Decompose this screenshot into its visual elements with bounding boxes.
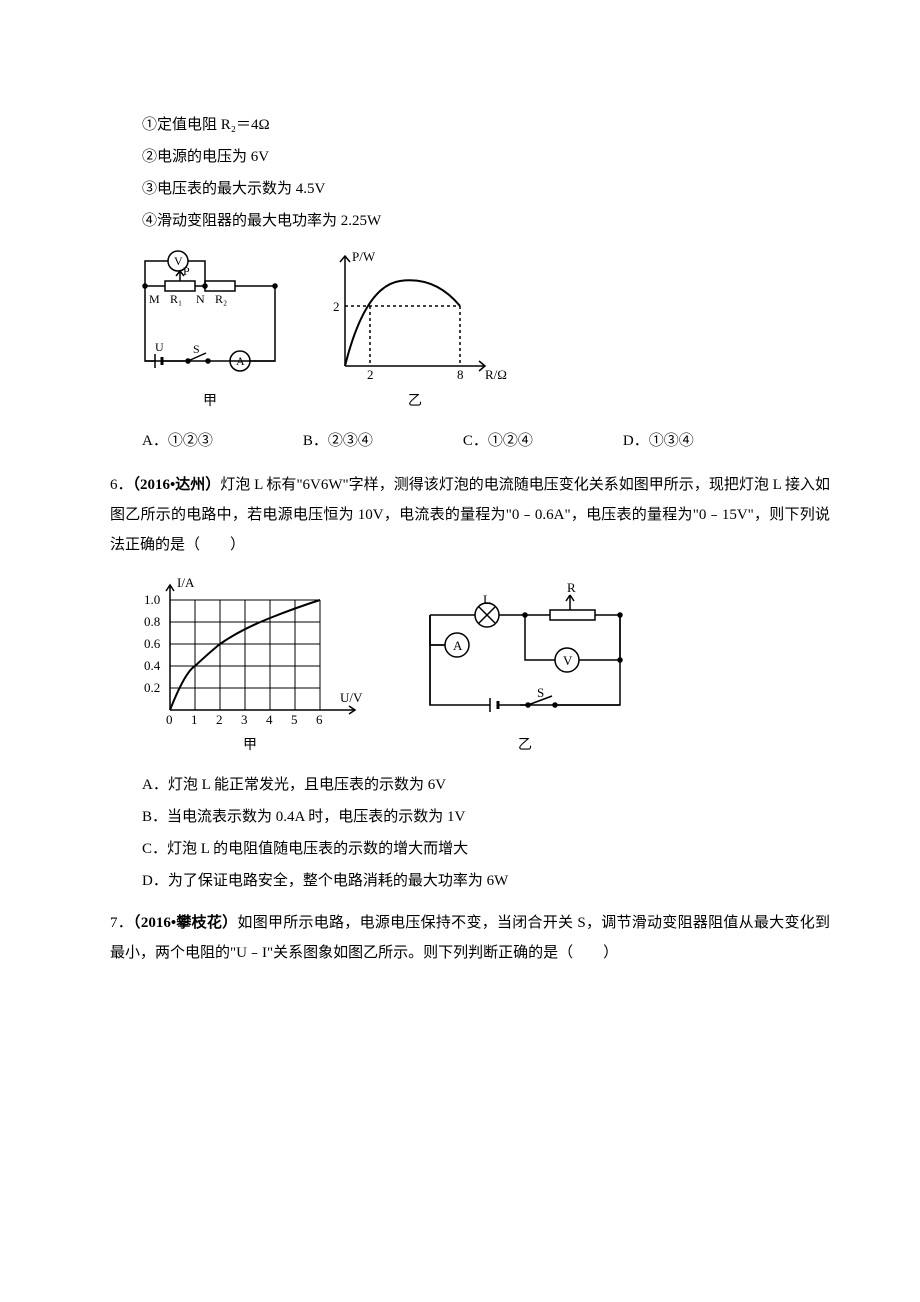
q5-caption-left: 甲 bbox=[203, 388, 217, 416]
q5-optD: D．①③④ bbox=[623, 426, 694, 456]
q6-caption-left: 甲 bbox=[243, 732, 257, 760]
q5-circuit-svg: V A P P M R₁ N R₂ U S bbox=[130, 246, 290, 386]
q7-source: （2016•攀枝花） bbox=[133, 915, 237, 931]
q5-circuit-diagram: V A P P M R₁ N R₂ U S 甲 bbox=[130, 246, 290, 416]
q5-optC: C．①②④ bbox=[463, 426, 533, 456]
q5-graph-xtick1: 2 bbox=[367, 367, 374, 382]
q6-label-L: L bbox=[483, 592, 491, 607]
q5-stmt4: ④滑动变阻器的最大电功率为 2.25W bbox=[110, 206, 830, 236]
q5-diagrams: V A P P M R₁ N R₂ U S 甲 bbox=[130, 246, 830, 416]
q6-xt4: 4 bbox=[266, 712, 273, 727]
q6-text: 6．（2016•达州）灯泡 L 标有"6V6W"字样，测得该灯泡的电流随电压变化… bbox=[110, 470, 830, 560]
q5-stmt2: ②电源的电压为 6V bbox=[110, 142, 830, 172]
q6-optD: D．为了保证电路安全，整个电路消耗的最大功率为 6W bbox=[142, 866, 830, 896]
q5-graph: P/W R/Ω 2 2 8 乙 bbox=[320, 246, 510, 416]
q6-caption-right: 乙 bbox=[518, 732, 532, 760]
q5-label-A: A bbox=[236, 354, 245, 368]
q6-xt3: 3 bbox=[241, 712, 248, 727]
q6-label-A: A bbox=[453, 638, 463, 653]
q6-options: A．灯泡 L 能正常发光，且电压表的示数为 6V B．当电流表示数为 0.4A … bbox=[110, 770, 830, 896]
q6-graph-svg: I/A U/V 0.2 0.4 0.6 0.8 1.0 0 1 2 3 4 5 … bbox=[130, 570, 370, 730]
q5-graph-xtick2: 8 bbox=[457, 367, 464, 382]
q5-options: A．①②③ B．②③④ C．①②④ D．①③④ bbox=[110, 426, 830, 456]
q6-yt3: 0.8 bbox=[144, 614, 160, 629]
q6-optC: C．灯泡 L 的电阻值随电压表的示数的增大而增大 bbox=[142, 834, 830, 864]
q5-label-R2: R₂ bbox=[215, 292, 227, 306]
q5-graph-xlabel: R/Ω bbox=[485, 367, 507, 382]
q6-circuit-svg: L R A V S bbox=[410, 570, 640, 730]
q6-yt2: 0.6 bbox=[144, 636, 161, 651]
q6-diagrams: I/A U/V 0.2 0.4 0.6 0.8 1.0 0 1 2 3 4 5 … bbox=[130, 570, 830, 760]
q6-xt5: 5 bbox=[291, 712, 298, 727]
q5-optB: B．②③④ bbox=[303, 426, 373, 456]
question-5-continuation: ①定值电阻 R₂＝4Ω ②电源的电压为 6V ③电压表的最大示数为 4.5V ④… bbox=[110, 110, 830, 456]
q5-label-U: U bbox=[155, 340, 164, 354]
q5-label-S: S bbox=[193, 342, 200, 356]
q6-circuit: L R A V S 乙 bbox=[410, 570, 640, 760]
q7-num: 7． bbox=[110, 915, 133, 931]
q5-stmt3: ③电压表的最大示数为 4.5V bbox=[110, 174, 830, 204]
q6-graph-xlabel: U/V bbox=[340, 690, 363, 705]
question-7: 7．（2016•攀枝花）如图甲所示电路，电源电压保持不变，当闭合开关 S，调节滑… bbox=[110, 908, 830, 968]
q7-text: 7．（2016•攀枝花）如图甲所示电路，电源电压保持不变，当闭合开关 S，调节滑… bbox=[110, 908, 830, 968]
q6-label-V: V bbox=[563, 653, 573, 668]
q6-graph: I/A U/V 0.2 0.4 0.6 0.8 1.0 0 1 2 3 4 5 … bbox=[130, 570, 370, 760]
q5-optA: A．①②③ bbox=[142, 426, 213, 456]
q5-graph-ylabel: P/W bbox=[352, 249, 376, 264]
q5-caption-right: 乙 bbox=[408, 388, 422, 416]
q6-yt4: 1.0 bbox=[144, 592, 160, 607]
q5-label-N: N bbox=[196, 292, 205, 306]
q5-label-R1: R₁ bbox=[170, 292, 182, 306]
q5-label-M: M bbox=[149, 292, 160, 306]
q6-label-S: S bbox=[537, 685, 544, 700]
q6-graph-ylabel: I/A bbox=[177, 575, 195, 590]
q5-label-P2: P bbox=[183, 264, 190, 278]
q6-label-R: R bbox=[567, 580, 576, 595]
q5-graph-svg: P/W R/Ω 2 2 8 bbox=[320, 246, 510, 386]
q6-optA: A．灯泡 L 能正常发光，且电压表的示数为 6V bbox=[142, 770, 830, 800]
q5-stmt1: ①定值电阻 R₂＝4Ω bbox=[110, 110, 830, 140]
q6-num: 6． bbox=[110, 477, 133, 493]
q6-yt1: 0.4 bbox=[144, 658, 161, 673]
q6-xt0: 0 bbox=[166, 712, 173, 727]
q6-xt1: 1 bbox=[191, 712, 198, 727]
question-6: 6．（2016•达州）灯泡 L 标有"6V6W"字样，测得该灯泡的电流随电压变化… bbox=[110, 470, 830, 896]
q6-source: （2016•达州） bbox=[133, 477, 221, 493]
q6-optB: B．当电流表示数为 0.4A 时，电压表的示数为 1V bbox=[142, 802, 830, 832]
q5-graph-ytick: 2 bbox=[333, 299, 340, 314]
q6-xt6: 6 bbox=[316, 712, 323, 727]
q6-yt0: 0.2 bbox=[144, 680, 160, 695]
q6-xt2: 2 bbox=[216, 712, 223, 727]
